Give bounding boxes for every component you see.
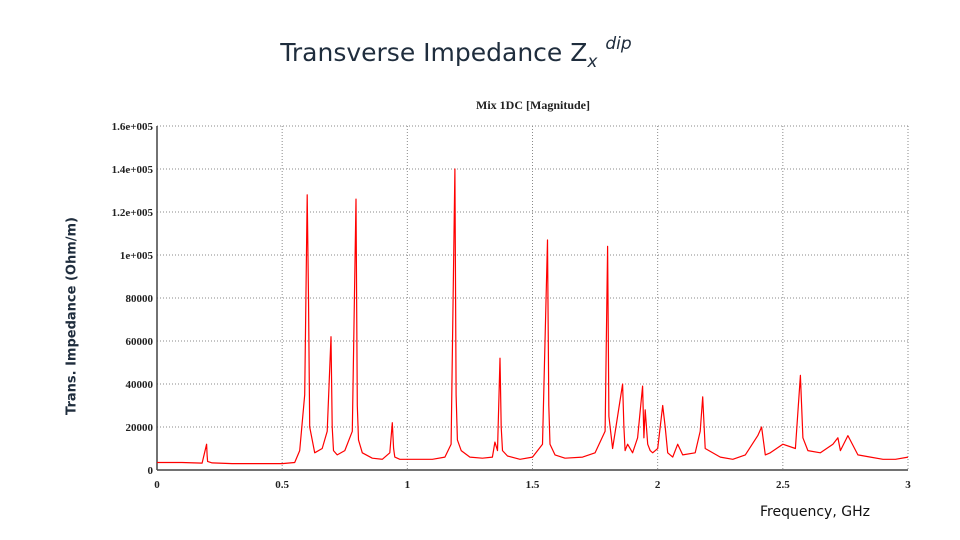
- slide-title-superscript: dip: [605, 34, 632, 54]
- slide-title: Transverse Impedance Zx dip: [0, 34, 912, 72]
- x-tick-label: 2: [655, 479, 661, 491]
- y-tick-label: 1.6e+005: [112, 121, 154, 133]
- series-group: [157, 168, 909, 465]
- x-axis-label: Frequency, GHz: [760, 504, 870, 520]
- y-tick-label: 1.4e+005: [112, 164, 154, 176]
- y-tick-labels: 0 20000 40000 60000 80000 1e+005 1.2e+005 1.4e+…: [112, 121, 154, 477]
- y-tick-label: 60000: [126, 336, 154, 348]
- x-tick-label: 1.5: [526, 479, 540, 491]
- y-tick-label: 80000: [126, 293, 154, 305]
- plot-title: Mix 1DC [Magnitude]: [476, 98, 590, 112]
- x-tick-label: 1: [405, 479, 411, 491]
- y-tick-label: 0: [148, 465, 154, 477]
- slide-title-subscript: x: [587, 52, 598, 72]
- plot-frame: [156, 126, 908, 471]
- x-tick-label: 0.5: [275, 479, 289, 491]
- x-tick-label: 0: [154, 479, 160, 491]
- x-tick-label: 2.5: [776, 479, 790, 491]
- series-line: [157, 168, 909, 465]
- y-tick-label: 1.2e+005: [112, 207, 154, 219]
- slide-title-main: Transverse Impedance Z: [280, 38, 588, 67]
- x-tick-label: 3: [905, 479, 911, 491]
- y-tick-label: 1e+005: [120, 250, 154, 262]
- grid-lines: [157, 125, 909, 470]
- y-tick-label: 40000: [126, 379, 154, 391]
- y-tick-label: 20000: [126, 422, 154, 434]
- x-tick-labels: 0 0.5 1 1.5 2 2.5 3: [154, 479, 911, 491]
